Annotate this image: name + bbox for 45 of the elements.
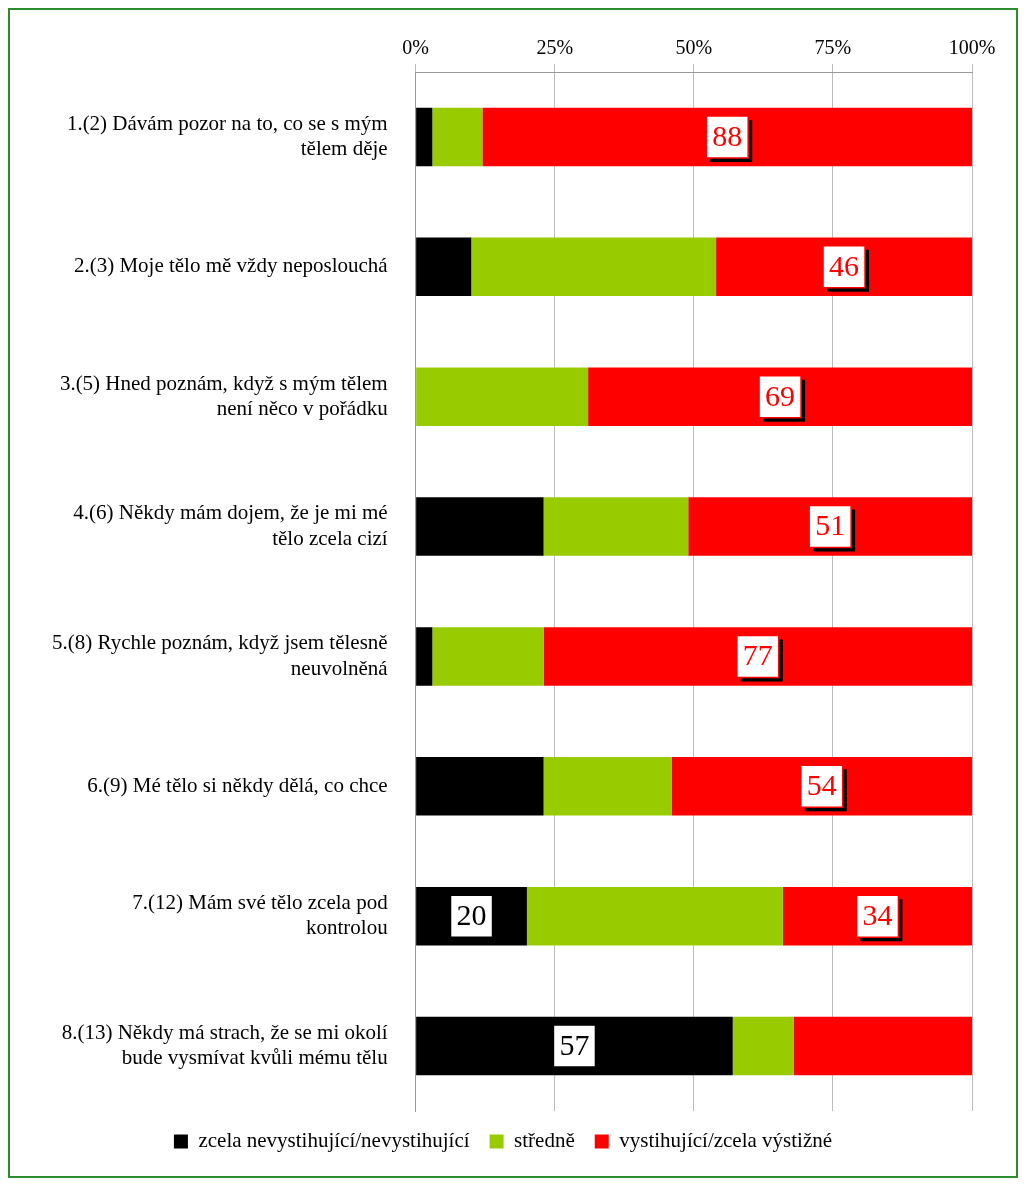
- bar: [416, 107, 433, 167]
- data-label: 34: [862, 898, 893, 932]
- data-label: 54: [806, 768, 837, 802]
- bar: [588, 367, 972, 426]
- bar: [416, 627, 433, 686]
- x-tick-label: 100%: [948, 36, 996, 59]
- y-tick-label: 2.(3) Moje tělo mě vždy neposlouchá: [73, 253, 389, 278]
- legend-label: vystihující/zcela výstižné: [619, 1128, 833, 1153]
- bar: [543, 757, 672, 816]
- bar: [671, 757, 972, 816]
- bar: [526, 886, 783, 946]
- y-tick-label: 7.(12) Mám své tělo zcela pod kontrolou: [132, 890, 389, 940]
- data-label: 77: [742, 638, 773, 672]
- x-tick-label: 50%: [675, 36, 713, 59]
- bar: [732, 1016, 794, 1076]
- bar: [416, 1016, 733, 1076]
- bar: [432, 627, 544, 686]
- data-label: 69: [765, 378, 796, 412]
- bar: [793, 1016, 972, 1076]
- x-tick-label: 75%: [814, 36, 852, 59]
- bar: [416, 757, 544, 816]
- y-tick-label: 4.(6) Někdy mám dojem, že je mi mé tělo zcela cizí: [73, 500, 388, 550]
- bar: [482, 107, 972, 167]
- bar: [688, 497, 972, 556]
- y-tick-label: 8.(13) Někdy má strach, že se mi okolí bude vysmívat kvůli mému tělu: [61, 1019, 389, 1070]
- bar: [416, 497, 544, 556]
- y-tick-label: 5.(8) Rychle poznám, když jsem tělesně neuvolněná: [51, 630, 389, 680]
- bar: [416, 367, 589, 426]
- bar: [432, 107, 483, 167]
- y-tick-label: 6.(9) Mé tělo si někdy dělá, co chce: [87, 772, 388, 797]
- y-tick-label: 3.(5) Hned poznám, když s mým tělem není něco v pořádku: [59, 370, 389, 420]
- x-tick-label: 0%: [402, 36, 429, 59]
- bar: [543, 497, 689, 556]
- data-label: 46: [829, 248, 860, 282]
- data-label: 20: [456, 898, 487, 932]
- y-tick-label: 1.(2) Dávám pozor na to, co se s mým tělem děje: [66, 110, 388, 161]
- bar: [543, 627, 972, 686]
- x-tick-label: 25%: [536, 36, 574, 59]
- legend-label: zcela nevystihující/nevystihující: [198, 1128, 470, 1153]
- data-label: 51: [815, 508, 846, 542]
- legend-label: středně: [514, 1128, 575, 1153]
- bar: [416, 237, 472, 297]
- data-label: 88: [712, 118, 743, 152]
- bar: [471, 237, 717, 297]
- data-label: 57: [559, 1027, 590, 1061]
